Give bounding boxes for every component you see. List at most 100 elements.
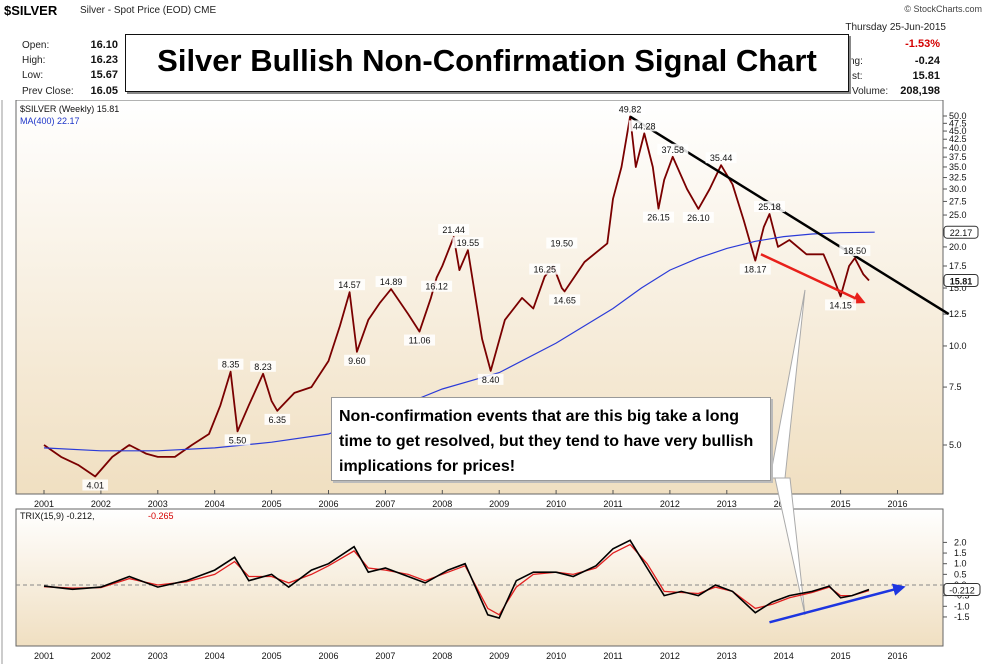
xtick-label-main-7: 2008 [432,499,452,509]
ytick-label-trix-7: -1.5 [954,612,970,622]
price-badge-1 [943,274,979,288]
xtick-label-trix-10: 2011 [603,651,622,661]
trix-line [43,539,870,619]
date-label: Thursday 25-Jun-2015 [845,22,946,33]
xtick-label-trix-0: 2001 [34,651,54,661]
ytick-label-main-15: 12.5 [949,309,967,319]
peak-label-bg-13 [529,263,561,275]
peak-label-15: 19.50 [551,239,574,249]
ytick-label-main-6: 35.0 [949,162,967,172]
watermark: © StockCharts.com [904,4,982,14]
peak-label-1: 8.35 [222,360,240,370]
peak-label-bg-15 [546,237,578,249]
xtick-label-main-8: 2009 [489,499,509,509]
ytick-label-trix-1: 1.5 [954,548,967,558]
price-badge-label-0: 22.17 [950,228,973,238]
title-box: Silver Bullish Non-Confirmation Signal C… [125,34,849,92]
legend-trix: TRIX(15,9) -0.212, [20,511,95,521]
description-text: Silver - Spot Price (EOD) [80,5,192,16]
xtick-label-main-4: 2005 [262,499,282,509]
xtick-label-main-9: 2010 [546,499,566,509]
peak-label-bg-4 [264,413,291,425]
peak-label-bg-10 [438,223,470,235]
trix-signal-line [43,543,870,616]
quote-label-open: Open: [22,40,50,51]
peak-label-25: 18.50 [844,246,867,256]
xtick-label-trix-12: 2013 [717,651,737,661]
silver-price-line [43,115,870,478]
legend-silver: $SILVER (Weekly) 15.81 [20,104,119,114]
xtick-label-trix-8: 2009 [489,651,509,661]
peak-label-bg-21 [705,152,737,164]
quote-value-prev-close: 16.05 [90,85,118,97]
ytick-label-trix-2: 1.0 [954,559,967,569]
peak-label-bg-0 [82,479,109,491]
ytick-label-main-3: 42.5 [949,134,967,144]
ytick-label-trix-0: 2.0 [954,537,967,547]
callout-box: Non-confirmation events that are this bi… [331,397,771,481]
peak-label-bg-6 [344,354,370,366]
quote-value-high: 16.23 [90,54,118,66]
quote-label-prev-close: Prev Close: [22,86,74,97]
change-percent: -1.53% [905,38,940,50]
chart-title: Silver Bullish Non-Confirmation Signal C… [157,43,817,78]
peak-label-13: 16.25 [533,265,556,275]
xtick-label-trix-15: 2016 [887,651,907,661]
xtick-label-main-2: 2003 [148,499,168,509]
peak-label-12: 8.40 [482,375,500,385]
ytick-label-main-0: 50.0 [949,111,967,121]
ytick-label-main-4: 40.0 [949,143,967,153]
peak-label-bg-19 [657,143,689,155]
ma400-line [43,231,875,452]
xtick-label-main-0: 2001 [34,499,54,509]
callout-text: Non-confirmation events that are this bi… [339,408,754,475]
peak-label-0: 4.01 [86,481,104,491]
peak-label-8: 11.06 [409,336,431,346]
xtick-label-trix-5: 2006 [318,651,338,661]
ytick-label-main-10: 25.0 [949,210,967,220]
xtick-label-trix-2: 2003 [148,651,168,661]
xtick-label-main-15: 2016 [887,499,907,509]
xtick-label-main-5: 2006 [318,499,338,509]
peak-label-bg-16 [614,103,646,115]
peak-label-bg-18 [643,211,675,223]
peak-label-bg-8 [404,334,436,346]
trix-badge-label: -0.212 [949,586,975,596]
peak-label-bg-23 [753,201,785,213]
symbol-description: Silver - Spot Price (EOD) CME [80,5,216,16]
lower-lows-arrow [760,253,866,304]
peak-label-bg-2 [224,434,251,446]
peak-label-23: 25.18 [758,202,781,212]
xtick-label-trix-11: 2012 [660,651,680,661]
volume-label: Volume: [852,86,889,97]
peak-label-bg-20 [682,211,714,223]
ytick-label-main-14: 15.0 [949,283,967,293]
xtick-label-main-3: 2004 [205,499,225,509]
xtick-label-trix-4: 2005 [262,651,282,661]
peak-label-bg-12 [477,373,504,385]
peak-label-17: 44.28 [633,121,656,131]
peak-label-2: 5.50 [229,435,247,445]
xtick-label-trix-9: 2010 [546,651,566,661]
ytick-label-main-16: 10.0 [949,341,967,351]
xtick-label-main-10: 2011 [603,499,622,509]
peak-label-14: 14.65 [553,295,576,305]
peak-label-16: 49.82 [619,105,642,115]
peak-label-22: 18.17 [744,265,767,275]
price-badge-label-1: 15.81 [950,277,973,287]
xtick-label-trix-14: 2015 [831,651,851,661]
quote-value-open: 16.10 [90,39,118,51]
peak-label-3: 8.23 [254,362,272,372]
quote-label-low: Low: [22,70,44,81]
peak-label-bg-22 [739,263,771,275]
ytick-label-main-2: 45.0 [949,126,967,136]
peak-label-18: 26.15 [647,213,670,223]
trix-badge [943,583,981,597]
xtick-label-main-12: 2013 [717,499,737,509]
legend-ma400: MA(400) 22.17 [20,116,80,126]
ytick-label-main-7: 32.5 [949,173,967,183]
peak-label-9: 16.12 [425,282,448,292]
peak-label-21: 35.44 [710,153,733,163]
legend-trix-signal: -0.265 [148,511,174,521]
trix-panel-bg [15,508,944,647]
